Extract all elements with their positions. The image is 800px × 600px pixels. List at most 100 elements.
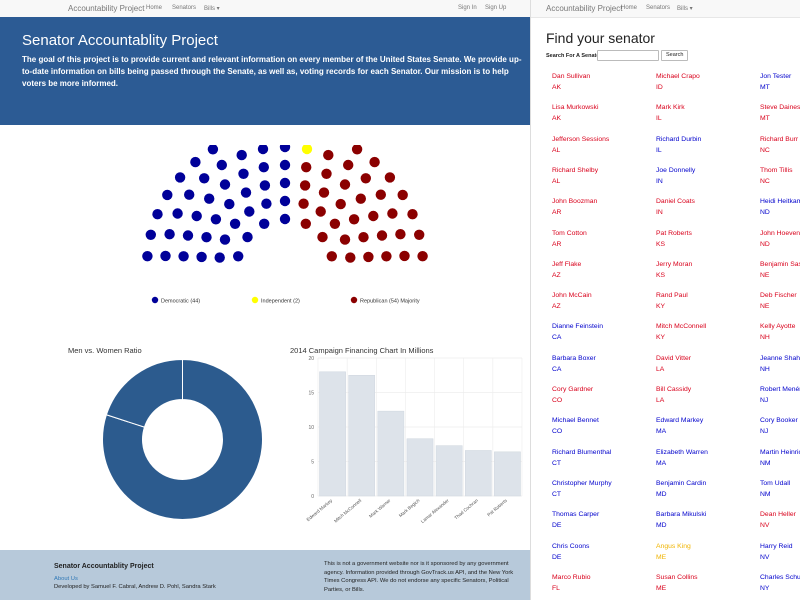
senator-card[interactable]: Angus King ME [656, 541, 691, 563]
senator-card[interactable]: Cory Booker NJ [760, 415, 798, 437]
senator-name[interactable]: Tom Cotton [552, 229, 587, 237]
senator-card[interactable]: Michael Bennet CO [552, 415, 599, 437]
senator-card[interactable]: Barbara Boxer CA [552, 353, 596, 375]
senator-card[interactable]: Harry Reid NV [760, 541, 792, 563]
footer-about-link[interactable]: About Us [54, 576, 78, 582]
senator-name[interactable]: Barbara Mikulski [656, 511, 707, 519]
senator-card[interactable]: John McCain AZ [552, 290, 592, 312]
senator-card[interactable]: Heidi Heitkamp ND [760, 196, 800, 218]
senator-card[interactable]: Benjamin Sasse NE [760, 259, 800, 281]
senator-card[interactable]: Rand Paul KY [656, 290, 688, 312]
senator-card[interactable]: Dean Heller NV [760, 509, 796, 531]
senator-name[interactable]: John McCain [552, 292, 592, 300]
senator-card[interactable]: Bill Cassidy LA [656, 384, 691, 406]
senator-name[interactable]: Susan Collins [656, 573, 698, 581]
senator-name[interactable]: Steve Daines [760, 104, 800, 112]
search-button[interactable]: Search [661, 50, 689, 61]
senator-card[interactable]: Richard Shelby AL [552, 165, 598, 187]
senator-card[interactable]: Mitch McConnell KY [656, 321, 706, 343]
senator-name[interactable]: Jeanne Shaheen [760, 354, 800, 362]
nav-link-home[interactable]: Home [621, 5, 638, 11]
senator-card[interactable]: Benjamin Cardin MD [656, 478, 706, 500]
senator-card[interactable]: Lisa Murkowski AK [552, 102, 598, 124]
senator-name[interactable]: Richard Durbin [656, 135, 702, 143]
senator-name[interactable]: Jerry Moran [656, 260, 693, 268]
senator-name[interactable]: Benjamin Sasse [760, 260, 800, 268]
navbar-brand[interactable]: Accountability Project [546, 4, 623, 13]
senator-name[interactable]: Marco Rubio [552, 573, 591, 581]
senator-name[interactable]: John Hoeven [760, 229, 800, 237]
senator-card[interactable]: Elizabeth Warren MA [656, 447, 708, 469]
nav-dropdown-bills[interactable]: Bills ▾ [677, 6, 693, 12]
senator-name[interactable]: Cory Booker [760, 417, 798, 425]
senator-name[interactable]: Jefferson Sessions [552, 135, 610, 143]
senator-name[interactable]: Harry Reid [760, 542, 793, 550]
nav-link-home[interactable]: Home [146, 5, 163, 11]
senator-name[interactable]: Robert Menéndez [760, 386, 800, 393]
senator-name[interactable]: Edward Markey [656, 417, 704, 425]
senator-name[interactable]: Charles Schumer [760, 573, 800, 581]
senator-name[interactable]: Richard Shelby [552, 166, 599, 174]
senator-name[interactable]: Dianne Feinstein [552, 323, 604, 331]
senator-name[interactable]: Benjamin Cardin [656, 479, 707, 487]
senator-name[interactable]: Martin Heinrich [760, 448, 800, 456]
senator-name[interactable]: Bill Cassidy [656, 386, 692, 393]
senator-card[interactable]: Mark Kirk IL [656, 102, 685, 124]
senator-name[interactable]: Tom Udall [760, 479, 791, 487]
senator-card[interactable]: Dan Sullivan AK [552, 71, 590, 93]
senator-name[interactable]: John Boozman [552, 198, 598, 206]
senator-card[interactable]: Jefferson Sessions AL [552, 134, 609, 156]
nav-link-sign-up[interactable]: Sign Up [485, 5, 507, 11]
senator-name[interactable]: Thom Tillis [760, 166, 793, 174]
senator-card[interactable]: Deb Fischer NE [760, 290, 797, 312]
senator-card[interactable]: Thomas Carper DE [552, 509, 599, 531]
senator-name[interactable]: Kelly Ayotte [760, 323, 796, 331]
senator-card[interactable]: Jeanne Shaheen NH [760, 353, 800, 375]
senator-name[interactable]: Elizabeth Warren [656, 448, 708, 456]
senator-name[interactable]: Dean Heller [760, 511, 796, 519]
nav-link-sign-in[interactable]: Sign In [458, 5, 477, 11]
senator-name[interactable]: Chris Coons [552, 542, 590, 550]
senator-card[interactable]: Chris Coons DE [552, 541, 589, 563]
senator-name[interactable]: Rand Paul [656, 292, 688, 300]
senator-card[interactable]: Joe Donnelly IN [656, 165, 695, 187]
senator-card[interactable]: Pat Roberts KS [656, 228, 692, 250]
senator-name[interactable]: Deb Fischer [760, 292, 797, 300]
senator-card[interactable]: Jerry Moran KS [656, 259, 692, 281]
senator-search-input[interactable] [597, 50, 659, 61]
senator-name[interactable]: Richard Burr [760, 135, 799, 143]
nav-dropdown-bills[interactable]: Bills ▾ [204, 6, 220, 12]
senator-name[interactable]: Mitch McConnell [656, 323, 707, 331]
senator-card[interactable]: Richard Burr NC [760, 134, 798, 156]
senator-card[interactable]: Steve Daines MT [760, 102, 800, 124]
senator-card[interactable]: David Vitter LA [656, 353, 691, 375]
senator-card[interactable]: Robert Menéndez NJ [760, 384, 800, 406]
senator-card[interactable]: Michael Crapo ID [656, 71, 700, 93]
senator-card[interactable]: Martin Heinrich NM [760, 447, 800, 469]
senator-name[interactable]: Michael Bennet [552, 417, 599, 425]
senator-card[interactable]: Richard Durbin IL [656, 134, 701, 156]
senator-card[interactable]: Tom Cotton AR [552, 228, 587, 250]
senator-name[interactable]: Richard Blumenthal [552, 448, 612, 456]
senator-name[interactable]: Cory Gardner [552, 386, 594, 393]
senator-name[interactable]: Thomas Carper [552, 511, 600, 519]
senator-card[interactable]: John Boozman AR [552, 196, 597, 218]
senator-name[interactable]: David Vitter [656, 354, 692, 362]
senator-card[interactable]: Thom Tillis NC [760, 165, 792, 187]
senator-card[interactable]: Cory Gardner CO [552, 384, 593, 406]
senator-card[interactable]: Marco Rubio FL [552, 572, 591, 594]
senator-card[interactable]: Susan Collins ME [656, 572, 698, 594]
senator-card[interactable]: Charles Schumer NY [760, 572, 800, 594]
senator-name[interactable]: Joe Donnelly [656, 166, 696, 174]
senator-name[interactable]: Barbara Boxer [552, 354, 596, 362]
senator-name[interactable]: Dan Sullivan [552, 73, 591, 80]
nav-link-senators[interactable]: Senators [646, 5, 671, 11]
senator-name[interactable]: Lisa Murkowski [552, 104, 599, 112]
senator-name[interactable]: Daniel Coats [656, 198, 695, 206]
senator-card[interactable]: Edward Markey MA [656, 415, 703, 437]
senator-card[interactable]: John Hoeven ND [760, 228, 800, 250]
senator-name[interactable]: Mark Kirk [656, 104, 685, 112]
navbar-brand[interactable]: Accountability Project [68, 4, 145, 13]
senator-name[interactable]: Jon Tester [760, 73, 792, 80]
senator-name[interactable]: Angus King [656, 542, 691, 550]
